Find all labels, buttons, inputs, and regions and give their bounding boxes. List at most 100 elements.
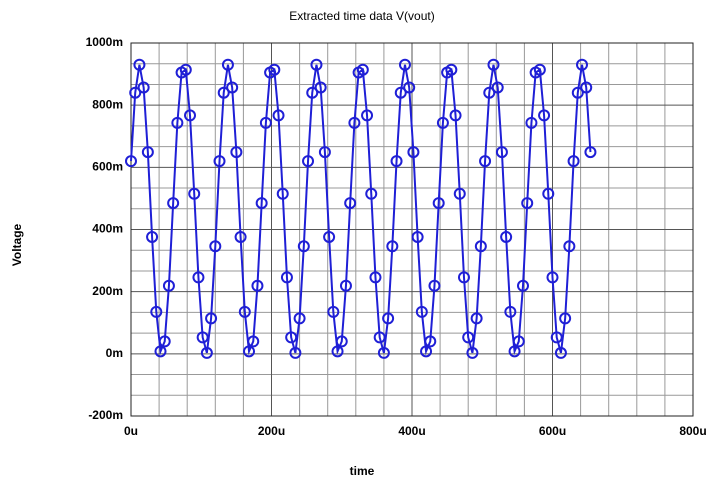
- data-point: [158, 335, 171, 348]
- data-point: [538, 109, 551, 122]
- data-point: [504, 305, 517, 318]
- data-point: [361, 109, 374, 122]
- data-point: [550, 331, 563, 344]
- y-tick-label: 0m: [106, 346, 123, 360]
- data-point: [335, 335, 348, 348]
- data-point: [179, 63, 192, 76]
- data-point: [238, 305, 251, 318]
- data-point: [293, 312, 306, 325]
- chart-title: Extracted time data V(vout): [289, 9, 434, 23]
- x-tick-label: 400u: [398, 424, 425, 438]
- data-point: [407, 146, 420, 159]
- data-point: [365, 187, 378, 200]
- data-point: [415, 305, 428, 318]
- data-point: [559, 312, 572, 325]
- data-point: [449, 109, 462, 122]
- data-point: [226, 81, 239, 94]
- data-point: [470, 312, 483, 325]
- data-point: [171, 116, 184, 129]
- data-point: [213, 155, 226, 168]
- data-point: [411, 230, 424, 243]
- data-point: [285, 331, 298, 344]
- x-tick-label: 0u: [124, 424, 138, 438]
- data-point: [268, 63, 281, 76]
- data-point: [491, 81, 504, 94]
- y-tick-label: 200m: [92, 284, 123, 298]
- data-point: [200, 346, 213, 359]
- data-point: [373, 331, 386, 344]
- y-tick-label: 400m: [92, 222, 123, 236]
- data-point: [314, 81, 327, 94]
- data-point: [428, 279, 441, 292]
- data-point: [516, 279, 529, 292]
- data-point: [234, 230, 247, 243]
- y-tick-label: -200m: [88, 408, 123, 422]
- data-point: [154, 345, 167, 358]
- data-point: [205, 312, 218, 325]
- data-point: [331, 345, 344, 358]
- data-point: [474, 240, 487, 253]
- data-point: [571, 86, 584, 99]
- data-point: [323, 230, 336, 243]
- data-point: [247, 335, 260, 348]
- data-point: [500, 230, 513, 243]
- data-point: [525, 116, 538, 129]
- data-point: [479, 155, 492, 168]
- data-point: [141, 146, 154, 159]
- data-point: [289, 346, 302, 359]
- data-point: [521, 197, 534, 210]
- data-point: [150, 305, 163, 318]
- data-point: [542, 187, 555, 200]
- data-point: [563, 240, 576, 253]
- data-point: [487, 58, 500, 71]
- data-point: [297, 240, 310, 253]
- data-point: [162, 279, 175, 292]
- data-point: [221, 58, 234, 71]
- x-axis-label: time: [350, 464, 375, 478]
- data-point: [584, 146, 597, 159]
- data-point: [390, 155, 403, 168]
- y-tick-label: 800m: [92, 97, 123, 111]
- data-point: [462, 331, 475, 344]
- data-point: [167, 197, 180, 210]
- data-point: [483, 86, 496, 99]
- data-point: [495, 146, 508, 159]
- y-tick-label: 600m: [92, 160, 123, 174]
- data-point: [137, 81, 150, 94]
- data-point: [302, 155, 315, 168]
- data-point: [546, 271, 559, 284]
- x-tick-label: 600u: [539, 424, 566, 438]
- data-point: [466, 346, 479, 359]
- data-point: [348, 116, 361, 129]
- data-point: [209, 240, 222, 253]
- data-point: [554, 346, 567, 359]
- data-point: [512, 335, 525, 348]
- data-point: [386, 240, 399, 253]
- x-tick-label: 800u: [679, 424, 706, 438]
- data-point: [398, 58, 411, 71]
- data-point: [243, 345, 256, 358]
- data-point: [280, 271, 293, 284]
- data-point: [125, 155, 137, 168]
- data-point: [344, 197, 357, 210]
- data-point: [196, 331, 209, 344]
- data-point: [192, 271, 205, 284]
- data-point: [436, 116, 449, 129]
- data-point: [508, 345, 521, 358]
- data-point: [432, 197, 445, 210]
- data-point: [567, 155, 580, 168]
- data-point: [230, 146, 243, 159]
- data-point: [382, 312, 395, 325]
- data-point: [327, 305, 340, 318]
- data-point: [339, 279, 352, 292]
- data-point: [259, 116, 272, 129]
- data-point: [394, 86, 407, 99]
- data-point: [445, 63, 458, 76]
- x-tick-label: 200u: [258, 424, 285, 438]
- data-point: [133, 58, 146, 71]
- data-point: [533, 63, 546, 76]
- data-point: [424, 335, 437, 348]
- data-point: [188, 187, 201, 200]
